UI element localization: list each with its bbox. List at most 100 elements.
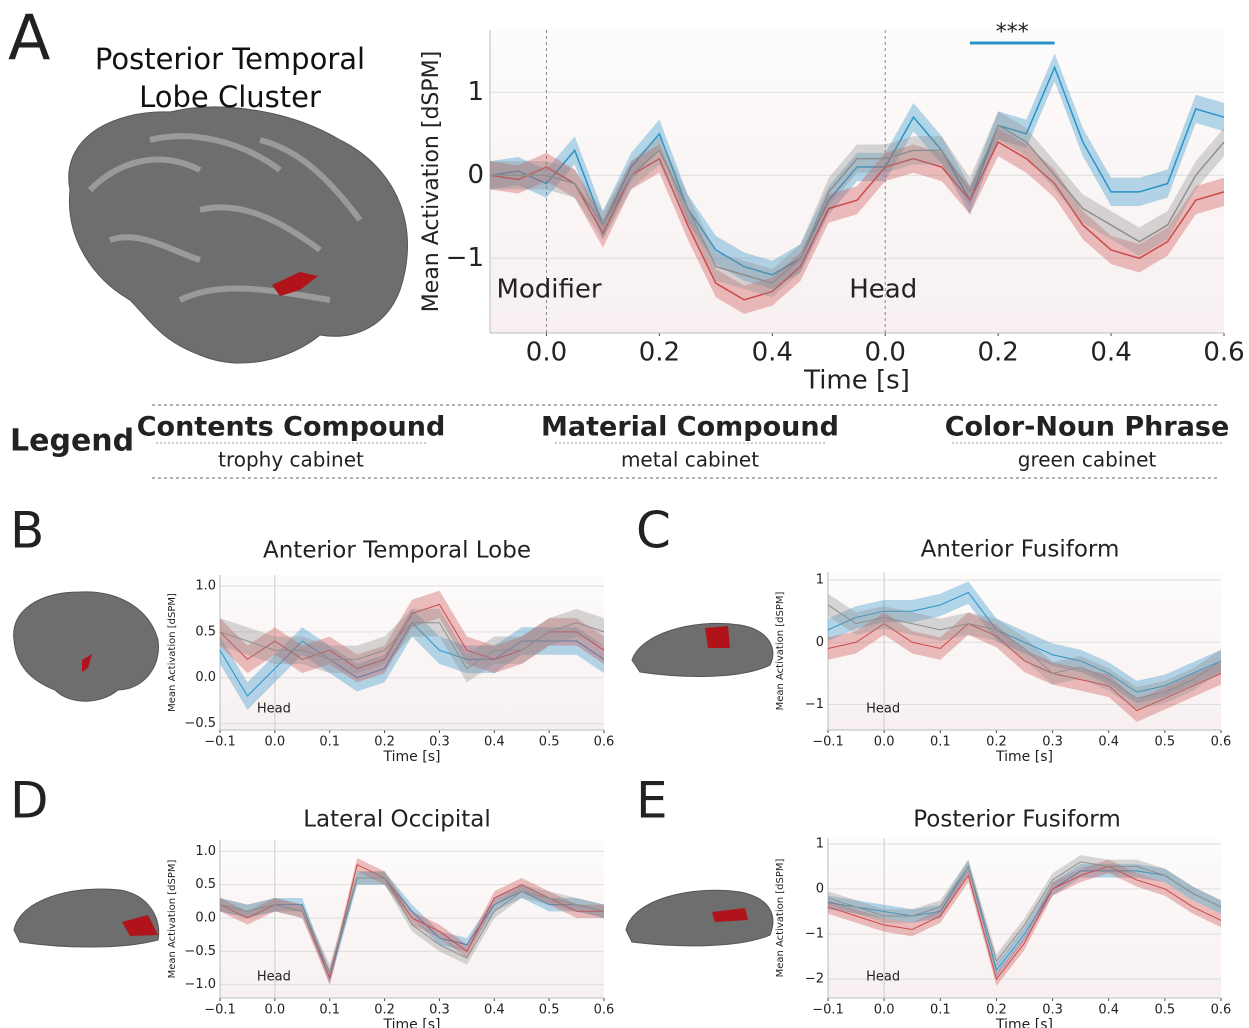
y-tick-label: 0.0 <box>195 670 216 685</box>
x-tick-label: 0.6 <box>1211 735 1232 750</box>
y-tick-label: −1.0 <box>184 977 216 992</box>
series-line <box>489 141 1225 301</box>
series-line <box>489 65 1225 276</box>
y-tick-label: −0.5 <box>184 716 216 731</box>
x-tick-label: 0.0 <box>874 1003 895 1018</box>
x-tick-label: 0.5 <box>1155 1003 1176 1018</box>
x-tick-label: 0.2 <box>639 338 680 368</box>
y-axis-label: Mean Activation [dSPM] <box>419 51 444 312</box>
series-line <box>827 604 1222 699</box>
series-line <box>827 591 1222 693</box>
x-axis-label: Time [s] <box>383 1017 441 1028</box>
x-tick-label: 0.0 <box>526 338 567 368</box>
event-label: Head <box>257 702 291 717</box>
x-axis-label: Time [s] <box>995 749 1053 765</box>
x-tick-label: −0.1 <box>204 1003 236 1018</box>
y-tick-label: −1 <box>805 697 824 712</box>
error-band <box>828 612 1221 722</box>
x-tick-label: 0.5 <box>1155 735 1176 750</box>
y-tick-label: 1.0 <box>195 579 216 594</box>
event-label: Modifier <box>496 275 601 305</box>
legend-title: Legend <box>10 424 134 459</box>
plot-area <box>220 840 604 998</box>
chart-title: Anterior Fusiform <box>921 537 1120 563</box>
panel-letter: E <box>636 772 668 830</box>
x-tick-label: 0.6 <box>594 1003 615 1018</box>
y-tick-label: −1 <box>805 927 824 942</box>
legend-example: metal cabinet <box>621 448 759 472</box>
y-tick-label: 1 <box>816 573 824 588</box>
x-tick-label: 0.4 <box>484 1003 505 1018</box>
significance-label: *** <box>996 20 1029 45</box>
x-tick-label: 0.5 <box>539 1003 560 1018</box>
plot-area <box>490 30 1224 333</box>
x-tick-label: 0.3 <box>1042 1003 1063 1018</box>
chart-title: Posterior Fusiform <box>913 807 1121 833</box>
error-band <box>828 593 1221 710</box>
x-tick-label: 0.1 <box>930 1003 951 1018</box>
y-tick-label: −2 <box>805 972 824 987</box>
chart-title: Lateral Occipital <box>303 807 491 833</box>
brain-c <box>631 622 774 677</box>
brain-b <box>13 591 159 702</box>
series-line <box>490 124 1225 285</box>
series-line <box>219 877 605 980</box>
x-tick-label: 0.4 <box>484 735 505 750</box>
event-label: Head <box>866 702 900 717</box>
x-tick-label: 0.1 <box>930 735 951 750</box>
error-band <box>490 53 1224 290</box>
y-tick-label: 1 <box>816 836 824 851</box>
x-tick-label: 0.2 <box>977 338 1018 368</box>
error-band <box>220 590 604 683</box>
y-tick-label: −1 <box>446 243 484 273</box>
x-tick-label: 0.6 <box>1211 1003 1232 1018</box>
x-tick-label: 0.1 <box>319 1003 340 1018</box>
x-tick-label: −0.1 <box>812 1003 844 1018</box>
x-tick-label: 0.4 <box>1098 1003 1119 1018</box>
legend-label: Color-Noun Phrase <box>945 412 1230 443</box>
legend-label: Contents Compound <box>137 412 446 443</box>
legend-label: Material Compound <box>541 412 839 443</box>
y-tick-label: 1.0 <box>195 844 216 859</box>
x-tick-label: 0.0 <box>265 735 286 750</box>
error-band <box>828 859 1221 977</box>
x-tick-label: 0.4 <box>1098 735 1119 750</box>
x-tick-label: −0.1 <box>204 735 236 750</box>
x-tick-label: 0.2 <box>374 735 395 750</box>
brain-e <box>625 889 774 947</box>
x-tick-label: −0.1 <box>812 735 844 750</box>
panel-letter: A <box>8 1 50 74</box>
brain-d <box>13 888 160 948</box>
x-tick-label: 0.6 <box>594 735 615 750</box>
y-tick-label: 0 <box>816 635 824 650</box>
x-axis-label: Time [s] <box>803 366 910 396</box>
y-axis-label: Mean Activation [dSPM] <box>775 858 786 977</box>
y-tick-label: 0.5 <box>195 624 216 639</box>
x-axis-label: Time [s] <box>383 749 441 765</box>
panel-title: Posterior Temporal Lobe Cluster <box>94 42 366 114</box>
x-tick-label: 0.5 <box>539 735 560 750</box>
x-tick-label: 0.4 <box>1090 338 1131 368</box>
panel-letter: D <box>10 772 49 830</box>
event-label: Head <box>257 970 291 985</box>
error-band <box>828 859 1221 986</box>
error-band <box>828 855 1221 968</box>
error-band <box>220 871 604 985</box>
x-tick-label: 0.1 <box>319 735 340 750</box>
plot-area <box>828 838 1221 998</box>
y-axis-label: Mean Activation [dSPM] <box>775 591 786 710</box>
x-tick-label: 0.2 <box>986 735 1007 750</box>
chart-title: Anterior Temporal Lobe <box>263 538 531 564</box>
series-line <box>827 861 1222 963</box>
error-band <box>220 858 604 985</box>
plot-area <box>220 575 604 730</box>
y-tick-label: 0.5 <box>195 877 216 892</box>
x-tick-label: 0.0 <box>874 735 895 750</box>
y-tick-label: −0.5 <box>184 944 216 959</box>
x-tick-label: 0.0 <box>265 1003 286 1018</box>
y-axis-label: Mean Activation [dSPM] <box>167 859 178 978</box>
x-tick-label: 0.0 <box>865 338 906 368</box>
x-tick-label: 0.2 <box>986 1003 1007 1018</box>
